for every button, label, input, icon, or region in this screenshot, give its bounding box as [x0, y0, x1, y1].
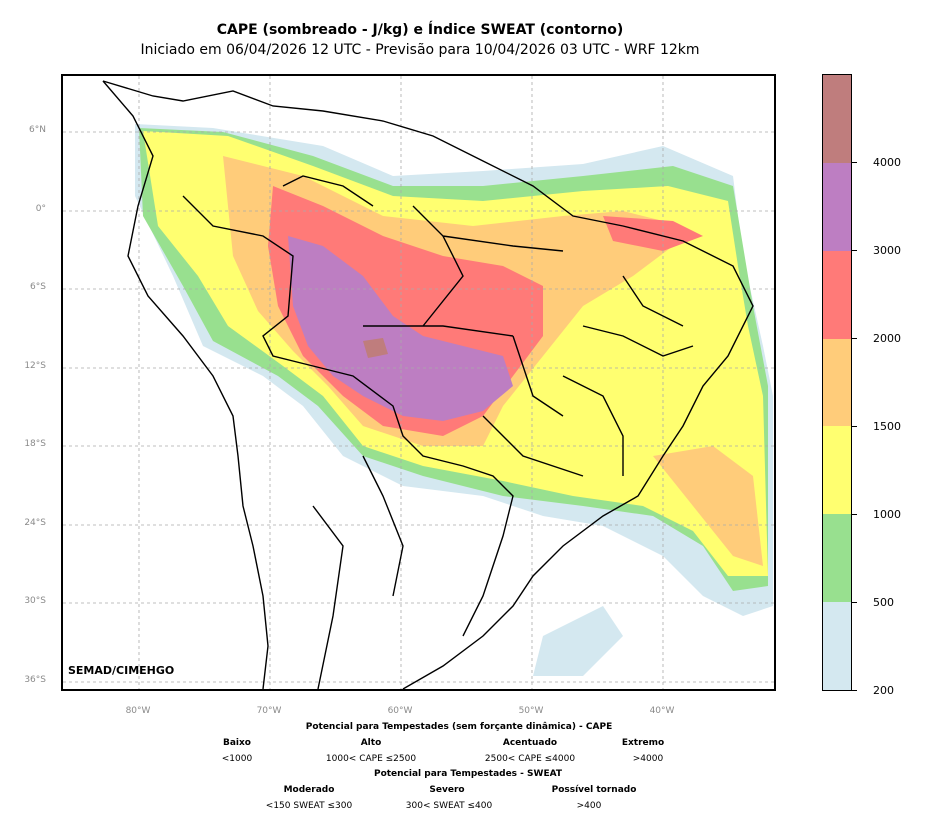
lon-label: 60°W: [387, 706, 413, 716]
cape-level-label: Acentuado: [502, 738, 558, 748]
colorbar-segment: [823, 250, 851, 339]
colorbar-tick-mark: [852, 602, 857, 603]
map-title: CAPE (sombreado - J/kg) e Índice SWEAT (…: [216, 22, 624, 38]
sweat-level-range: 300< SWEAT ≤400: [405, 801, 493, 811]
colorbar-tick-mark: [852, 690, 857, 691]
colorbar-tick: 1500: [873, 420, 901, 433]
colorbar-tick: 3000: [873, 244, 901, 257]
colorbar-segment: [823, 338, 851, 427]
colorbar-segment: [823, 602, 851, 690]
colorbar-tick: 500: [873, 596, 894, 609]
lon-label: 80°W: [125, 706, 151, 716]
lat-label: 6°N: [29, 125, 46, 135]
map-borders: [102, 80, 754, 689]
sweat-level-range: <150 SWEAT ≤300: [265, 801, 353, 811]
colorbar-tick-mark: [852, 250, 857, 251]
colorbar-tick-mark: [852, 162, 857, 163]
colorbar-tick: 4000: [873, 156, 901, 169]
colorbar-segment: [823, 75, 851, 163]
cape-shade-3000: [288, 236, 513, 421]
colorbar-tick-mark: [852, 514, 857, 515]
lat-label: 36°S: [24, 675, 46, 685]
south-america-coast: [102, 80, 754, 689]
colorbar-segment: [823, 514, 851, 603]
sweat-legend-title: Potencial para Tempestades - SWEAT: [373, 769, 563, 779]
sweat-level-label: Moderado: [283, 785, 335, 795]
cape-level-range: >4000: [632, 754, 664, 764]
colorbar-tick-mark: [852, 338, 857, 339]
map-panel: [61, 74, 776, 691]
lat-label: 12°S: [24, 361, 46, 371]
sweat-level-range: >400: [576, 801, 602, 811]
colorbar: [822, 74, 852, 691]
colorbar-tick: 2000: [873, 332, 901, 345]
credit-label: SEMAD/CIMEHGO: [68, 664, 175, 677]
cape-level-label: Alto: [360, 738, 382, 748]
cape-level-range: 1000< CAPE ≤2500: [325, 754, 417, 764]
cape-shade-4000: [363, 338, 388, 358]
lat-label: 18°S: [24, 439, 46, 449]
lat-label: 0°: [35, 204, 46, 214]
brazil-border: [182, 195, 514, 637]
cape-shade-1500-east: [653, 446, 763, 566]
sweat-level-label: Severo: [429, 785, 465, 795]
cape-shade-200-south: [533, 606, 623, 676]
cape-level-range: <1000: [221, 754, 253, 764]
lon-label: 70°W: [256, 706, 282, 716]
lon-label: 40°W: [649, 706, 675, 716]
colorbar-segment: [823, 162, 851, 251]
forecast-map: [63, 76, 774, 689]
cape-level-label: Extremo: [621, 738, 665, 748]
map-subtitle: Iniciado em 06/04/2026 12 UTC - Previsão…: [140, 42, 700, 58]
lat-label: 24°S: [24, 518, 46, 528]
lat-label: 30°S: [24, 596, 46, 606]
colorbar-tick: 200: [873, 684, 894, 697]
cape-level-range: 2500< CAPE ≤4000: [484, 754, 576, 764]
colorbar-tick: 1000: [873, 508, 901, 521]
sweat-level-label: Possível tornado: [551, 785, 637, 795]
lon-label: 50°W: [518, 706, 544, 716]
lat-label: 6°S: [30, 282, 46, 292]
west-coast: [102, 80, 269, 689]
colorbar-tick-mark: [852, 426, 857, 427]
cape-level-label: Baixo: [222, 738, 251, 748]
inner-borders: [282, 175, 694, 689]
colorbar-segment: [823, 426, 851, 515]
cape-legend-title: Potencial para Tempestades (sem forçante…: [305, 722, 613, 732]
